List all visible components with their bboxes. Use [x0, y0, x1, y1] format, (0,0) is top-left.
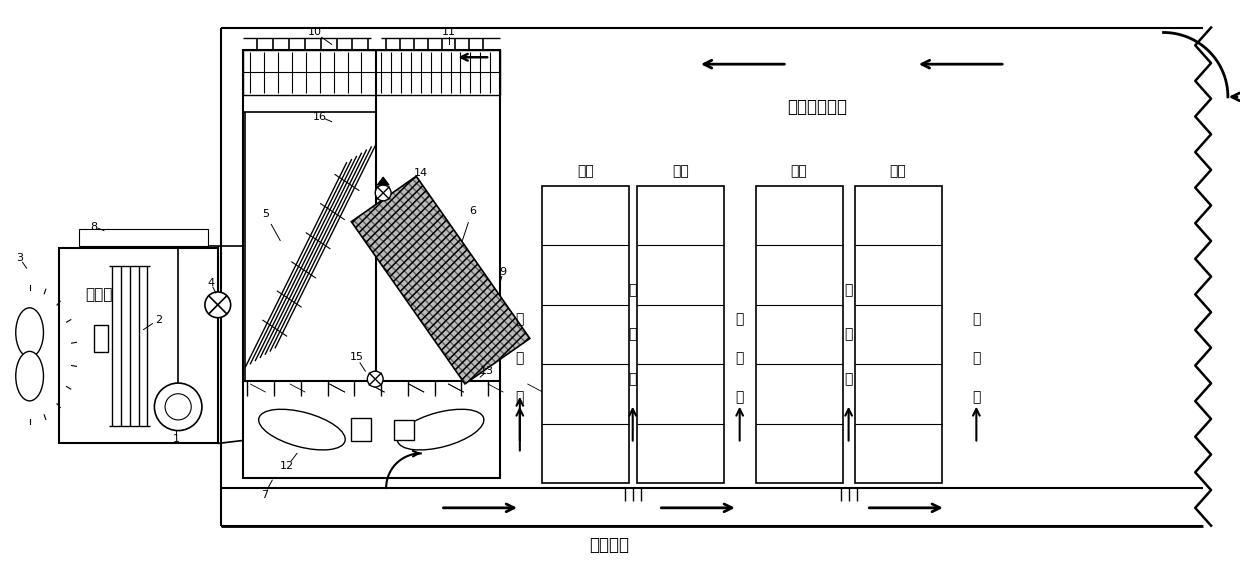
- Text: 9: 9: [500, 267, 507, 277]
- Bar: [94, 325, 108, 352]
- Circle shape: [367, 371, 383, 387]
- Text: 机架: 机架: [672, 164, 688, 178]
- Bar: [60, 249, 218, 444]
- Text: 3: 3: [16, 253, 24, 263]
- Text: 通: 通: [629, 328, 637, 342]
- Polygon shape: [351, 176, 529, 384]
- Bar: [854, 186, 941, 483]
- Text: 热: 热: [735, 313, 744, 327]
- Bar: [636, 186, 724, 483]
- Text: 8: 8: [91, 222, 98, 231]
- Text: 11: 11: [441, 28, 455, 37]
- Text: 道: 道: [735, 390, 744, 404]
- Polygon shape: [377, 177, 389, 185]
- Text: 通: 通: [972, 351, 981, 365]
- Text: 道: 道: [516, 390, 525, 404]
- Text: 通: 通: [516, 351, 525, 365]
- Text: 架空地板: 架空地板: [589, 537, 629, 554]
- Text: 道: 道: [972, 390, 981, 404]
- Text: 机架: 机架: [890, 164, 906, 178]
- Text: 5: 5: [262, 209, 269, 219]
- Text: 1: 1: [172, 433, 180, 444]
- Text: 冷: 冷: [844, 283, 853, 297]
- Text: 2: 2: [155, 315, 162, 325]
- Text: 道: 道: [844, 372, 853, 386]
- Text: 通: 通: [844, 328, 853, 342]
- Bar: [79, 228, 208, 246]
- Text: 数据机房室内: 数据机房室内: [787, 98, 847, 116]
- Text: 6: 6: [469, 205, 476, 216]
- Ellipse shape: [259, 409, 345, 450]
- Bar: [243, 51, 500, 478]
- Ellipse shape: [16, 308, 43, 357]
- Circle shape: [205, 292, 231, 317]
- Text: 12: 12: [280, 461, 294, 471]
- Text: 通: 通: [735, 351, 744, 365]
- Bar: [542, 186, 629, 483]
- Text: 13: 13: [480, 366, 495, 376]
- Text: 4: 4: [207, 278, 215, 288]
- Text: 机架: 机架: [577, 164, 594, 178]
- Bar: [394, 420, 414, 440]
- Bar: [351, 418, 371, 441]
- Text: 冷: 冷: [629, 283, 637, 297]
- Circle shape: [165, 394, 191, 420]
- Text: 热: 热: [516, 313, 525, 327]
- Bar: [755, 186, 843, 483]
- Text: 机架: 机架: [791, 164, 807, 178]
- Text: 道: 道: [629, 372, 637, 386]
- Text: 热: 热: [972, 313, 981, 327]
- Bar: [243, 51, 500, 95]
- Text: 15: 15: [350, 352, 363, 362]
- Text: 室外侧: 室外侧: [86, 288, 113, 302]
- Text: 7: 7: [260, 490, 268, 500]
- Text: 14: 14: [414, 168, 428, 178]
- Circle shape: [155, 383, 202, 430]
- Ellipse shape: [397, 409, 484, 450]
- Bar: [243, 51, 500, 95]
- Circle shape: [376, 185, 391, 201]
- Ellipse shape: [16, 351, 43, 401]
- Text: 10: 10: [308, 28, 322, 37]
- Text: 16: 16: [312, 112, 327, 122]
